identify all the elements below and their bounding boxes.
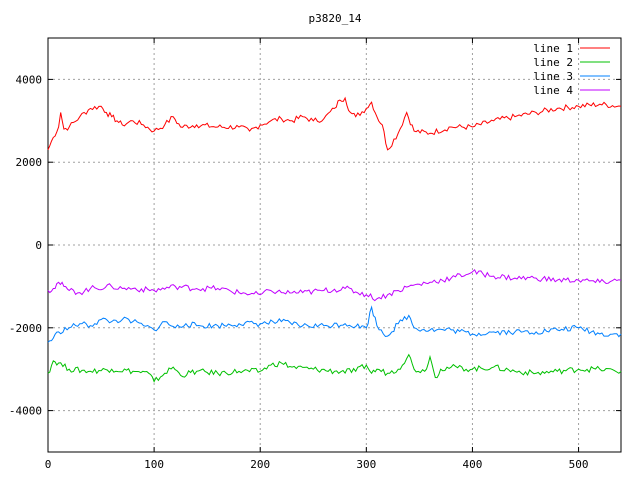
- legend-label: line 4: [533, 84, 573, 97]
- y-tick-label: 0: [35, 239, 42, 252]
- x-tick-label: 200: [250, 458, 270, 471]
- series-group: [48, 98, 621, 382]
- x-tick-label: 0: [45, 458, 52, 471]
- y-tick-label: -2000: [9, 322, 42, 335]
- axes: 0 100 200 300 400 500 -4000 -2000 0 2000 4000: [9, 38, 621, 471]
- grid: [48, 38, 621, 452]
- x-tick-label: 100: [144, 458, 164, 471]
- chart-title: p3820_14: [309, 12, 362, 25]
- y-tick-label: -4000: [9, 405, 42, 418]
- y-tick-label: 2000: [16, 156, 43, 169]
- x-tick-label: 400: [463, 458, 483, 471]
- legend-label: line 1: [533, 42, 573, 55]
- y-tick-label: 4000: [16, 73, 43, 86]
- x-tick-label: 300: [356, 458, 376, 471]
- legend-label: line 2: [533, 56, 573, 69]
- x-tick-label: 500: [569, 458, 589, 471]
- legend-label: line 3: [533, 70, 573, 83]
- series-line-3: [48, 307, 621, 342]
- series-line-1: [48, 98, 621, 150]
- series-line-4: [48, 270, 621, 301]
- series-line-2: [48, 355, 621, 382]
